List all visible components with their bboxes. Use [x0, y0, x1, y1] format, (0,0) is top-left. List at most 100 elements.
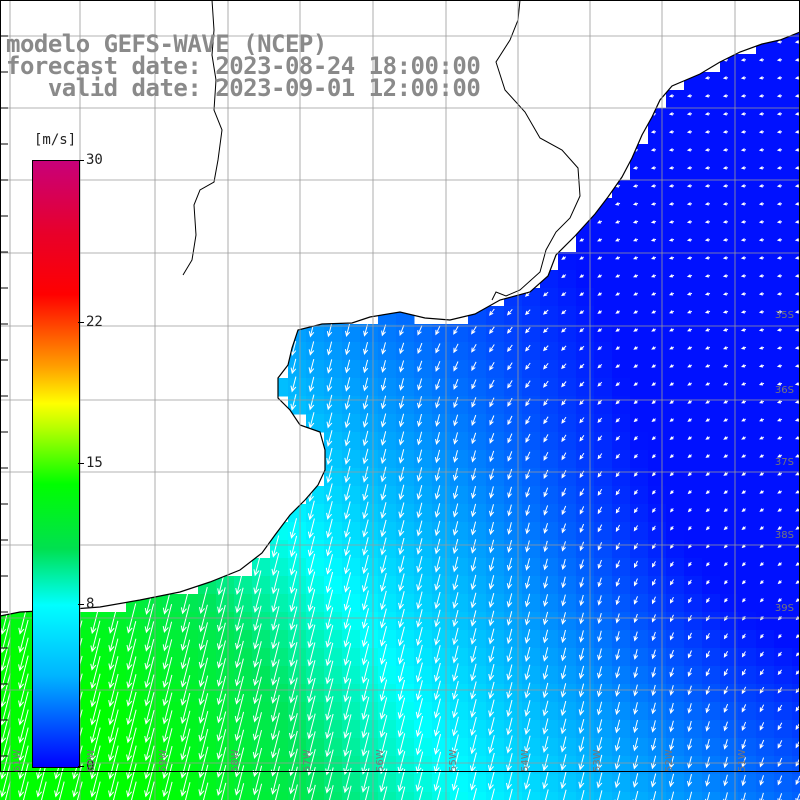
wind-arrow — [90, 709, 101, 744]
wind-arrow — [471, 326, 477, 335]
wind-arrow — [777, 580, 782, 585]
speed-cell — [792, 126, 800, 145]
speed-cell — [630, 252, 649, 271]
wind-arrow — [489, 468, 495, 481]
speed-cell — [162, 594, 181, 613]
speed-cell — [360, 630, 379, 649]
wind-arrow — [381, 342, 387, 355]
speed-cell — [342, 432, 361, 451]
wind-arrow — [58, 781, 65, 800]
wind-arrow — [686, 130, 693, 134]
wind-arrow — [507, 486, 512, 499]
speed-cell — [306, 612, 325, 631]
wind-arrow — [668, 220, 675, 224]
wind-arrow — [397, 715, 406, 738]
speed-cell — [558, 450, 577, 469]
speed-cell — [738, 378, 757, 397]
wind-arrow — [579, 328, 585, 333]
speed-cell — [360, 324, 379, 343]
wind-arrow — [579, 381, 585, 387]
wind-arrow — [687, 773, 693, 788]
wind-arrow — [307, 624, 316, 649]
wind-arrow — [704, 76, 711, 80]
wind-arrow — [308, 500, 315, 521]
speed-cell — [684, 774, 703, 793]
speed-cell — [792, 90, 800, 109]
wind-arrow — [669, 400, 674, 404]
speed-cell — [684, 180, 703, 199]
speed-cell — [594, 522, 613, 541]
wind-arrow — [561, 381, 567, 388]
speed-cell — [216, 648, 235, 667]
wind-arrow — [759, 757, 765, 768]
speed-cell — [756, 774, 775, 793]
speed-cell — [396, 486, 415, 505]
wind-arrow — [579, 506, 585, 515]
speed-cell — [738, 594, 757, 613]
wind-arrow — [615, 292, 621, 296]
speed-cell — [792, 432, 800, 451]
speed-cell — [468, 630, 487, 649]
speed-cell — [774, 468, 793, 487]
speed-cell — [648, 594, 667, 613]
speed-cell — [720, 738, 739, 757]
speed-cell — [666, 162, 685, 181]
wind-arrow — [379, 715, 388, 738]
wind-arrow — [776, 238, 783, 242]
speed-cell — [432, 378, 451, 397]
speed-cell — [738, 720, 757, 739]
speed-cell — [324, 378, 343, 397]
speed-cell — [630, 432, 649, 451]
wind-arrow — [307, 536, 315, 557]
wind-arrow — [615, 489, 621, 496]
speed-cell — [324, 684, 343, 703]
wind-arrow — [633, 578, 638, 587]
wind-arrow — [126, 638, 137, 671]
speed-cell — [648, 270, 667, 289]
speed-cell — [306, 342, 325, 361]
speed-cell — [414, 792, 433, 800]
wind-arrow — [615, 382, 621, 387]
wind-arrow — [759, 472, 765, 476]
speed-cell — [342, 648, 361, 667]
wind-arrow — [144, 656, 155, 689]
wind-arrow — [325, 571, 334, 594]
wind-arrow — [289, 713, 298, 740]
wind-arrow — [524, 771, 531, 790]
wind-arrow — [651, 525, 656, 532]
wind-arrow — [362, 359, 369, 374]
speed-cell — [486, 486, 505, 505]
wind-arrow — [18, 745, 29, 780]
speed-cell — [360, 720, 379, 739]
speed-cell — [612, 576, 631, 595]
speed-cell — [468, 522, 487, 541]
wind-arrow — [561, 363, 567, 370]
speed-cell — [630, 702, 649, 721]
speed-cell — [720, 144, 739, 163]
wind-arrow — [615, 578, 620, 587]
speed-cell — [648, 486, 667, 505]
wind-arrow — [634, 560, 638, 569]
wind-arrow — [777, 722, 783, 731]
wind-arrow — [650, 184, 657, 188]
wind-arrow — [490, 788, 495, 800]
speed-cell — [684, 90, 703, 109]
speed-cell — [288, 792, 307, 800]
wind-arrow — [325, 625, 334, 648]
speed-cell — [558, 270, 577, 289]
speed-cell — [720, 288, 739, 307]
wind-arrow — [633, 328, 639, 332]
speed-cell — [594, 306, 613, 325]
wind-arrow — [705, 508, 710, 513]
wind-arrow — [489, 450, 495, 463]
speed-cell — [108, 756, 127, 775]
wind-arrow — [560, 647, 567, 662]
wind-arrow — [651, 346, 657, 350]
wind-arrow — [542, 736, 549, 753]
wind-arrow — [776, 76, 783, 80]
wind-arrow — [126, 763, 137, 798]
speed-cell — [612, 774, 631, 793]
wind-arrow — [795, 775, 800, 786]
speed-cell — [234, 648, 253, 667]
